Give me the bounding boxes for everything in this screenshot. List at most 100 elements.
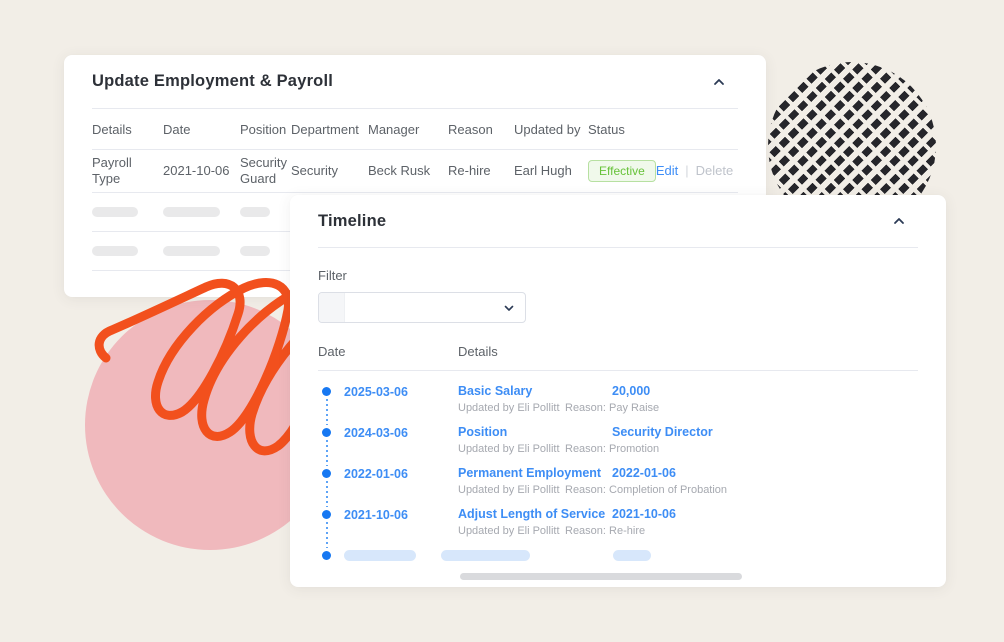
filter-dropdown-prefix [319, 293, 345, 322]
timeline-connector [325, 496, 328, 507]
action-separator: | [685, 162, 689, 178]
horizontal-scrollbar[interactable] [460, 573, 742, 580]
cell-department: Security [291, 162, 338, 178]
column-header-details: Details [458, 344, 498, 359]
entry-updated-by: Updated by Eli Pollitt [458, 484, 560, 496]
cell-status: Effective Edit | Delete [588, 159, 739, 183]
table-divider [92, 149, 738, 150]
cell-date: 2021-10-06 [163, 162, 230, 178]
timeline-connector [325, 399, 328, 415]
timeline-marker [318, 384, 344, 415]
column-header-details: Details [92, 121, 132, 137]
cell-details: Payroll Type [92, 154, 132, 186]
entry-updated-by: Updated by Eli Pollitt [458, 525, 560, 537]
column-header-department: Department [291, 121, 359, 137]
column-header-position: Position [240, 121, 287, 137]
skeleton-row [92, 193, 738, 231]
timeline-dot-icon [322, 469, 331, 478]
employment-panel-header: Update Employment & Payroll [92, 55, 738, 108]
timeline-connector [325, 522, 328, 538]
row-divider [92, 192, 738, 193]
header-divider [318, 247, 918, 248]
entry-detail: Adjust Length of Service 2021-10-06 Upda… [458, 507, 918, 537]
entry-updated-by: Updated by Eli Pollitt [458, 402, 560, 414]
column-header-updated-by: Updated by [514, 121, 581, 137]
skeleton-pill [240, 246, 270, 256]
timeline-connector [325, 481, 328, 497]
entry-title[interactable]: Position [458, 425, 508, 439]
timeline-dot-icon [322, 510, 331, 519]
timeline-entry: 2024-03-06 Position Security Director Up… [318, 414, 918, 466]
cell-reason: Re-hire [448, 162, 491, 178]
column-header-manager: Manager [368, 121, 420, 137]
entry-reason: Reason: Pay Raise [565, 402, 660, 414]
skeleton-pill [92, 246, 138, 256]
timeline-table-header: Date Details [318, 344, 918, 370]
edit-link[interactable]: Edit [655, 162, 679, 178]
timeline-entry: 2021-10-06 Adjust Length of Service 2021… [318, 496, 918, 548]
column-header-status: Status [588, 121, 625, 137]
entry-detail: Position Security Director Updated by El… [458, 425, 918, 455]
entry-reason: Reason: Re-hire [565, 525, 646, 537]
timeline-connector [325, 537, 328, 548]
entry-detail: Basic Salary 20,000 Updated by Eli Polli… [458, 384, 918, 414]
header-divider [92, 108, 738, 109]
skeleton-pill [344, 550, 416, 561]
entry-date: 2024-03-06 [344, 426, 408, 440]
entry-value: Security Director [612, 425, 713, 439]
cell-updated-by: Earl Hugh [514, 162, 572, 178]
entry-reason: Reason: Promotion [565, 443, 660, 455]
employment-panel-title: Update Employment & Payroll [92, 72, 334, 90]
timeline-marker [318, 537, 344, 561]
entry-detail: Permanent Employment 2022-01-06 Updated … [458, 466, 918, 496]
column-header-date: Date [318, 344, 346, 359]
entry-date: 2022-01-06 [344, 467, 408, 481]
timeline-entry: 2025-03-06 Basic Salary 20,000 Updated b… [318, 384, 918, 425]
skeleton-row [92, 232, 738, 270]
status-badge: Effective [588, 159, 656, 183]
timeline-entry: 2022-01-06 Permanent Employment 2022-01-… [318, 455, 918, 507]
cell-position: Security Guard [240, 154, 287, 186]
filter-dropdown[interactable] [318, 292, 526, 323]
timeline-connector [325, 455, 328, 466]
timeline-marker [318, 496, 344, 538]
timeline-panel-header: Timeline [318, 195, 918, 247]
chevron-up-icon[interactable] [892, 214, 906, 228]
skeleton-pill [163, 246, 220, 256]
entry-updated-by: Updated by Eli Pollitt [458, 443, 560, 455]
entry-value: 20,000 [612, 384, 651, 398]
entry-title[interactable]: Basic Salary [458, 384, 533, 398]
timeline-panel-title: Timeline [318, 211, 387, 230]
entry-value: 2021-10-06 [612, 507, 676, 521]
timeline-connector [325, 440, 328, 456]
table-divider [318, 370, 918, 371]
skeleton-pill [441, 550, 530, 561]
timeline-list: 2025-03-06 Basic Salary 20,000 Updated b… [318, 384, 918, 572]
timeline-connector [325, 414, 328, 425]
timeline-marker [318, 455, 344, 497]
timeline-marker [318, 414, 344, 456]
skeleton-pill [613, 550, 651, 561]
skeleton-pill [240, 207, 270, 217]
skeleton-pill [92, 207, 138, 217]
chevron-down-icon [504, 305, 514, 311]
entry-reason: Reason: Completion of Probation [565, 484, 728, 496]
column-header-date: Date [163, 121, 191, 137]
skeleton-row [344, 548, 651, 561]
entry-title[interactable]: Permanent Employment [458, 466, 602, 480]
cell-manager: Beck Rusk [368, 162, 431, 178]
entry-date: 2021-10-06 [344, 508, 408, 522]
entry-value: 2022-01-06 [612, 466, 676, 480]
column-header-reason: Reason [448, 121, 493, 137]
table-row: Payroll Type 2021-10-06 Security Guard S… [92, 150, 738, 192]
chevron-up-icon[interactable] [712, 75, 726, 89]
entry-title[interactable]: Adjust Length of Service [458, 507, 606, 521]
timeline-entry-loading [318, 537, 918, 572]
timeline-dot-icon [322, 387, 331, 396]
filter-label: Filter [318, 268, 347, 283]
delete-link[interactable]: Delete [695, 162, 734, 178]
entry-date: 2025-03-06 [344, 385, 408, 399]
timeline-dot-icon [322, 428, 331, 437]
skeleton-pill [163, 207, 220, 217]
